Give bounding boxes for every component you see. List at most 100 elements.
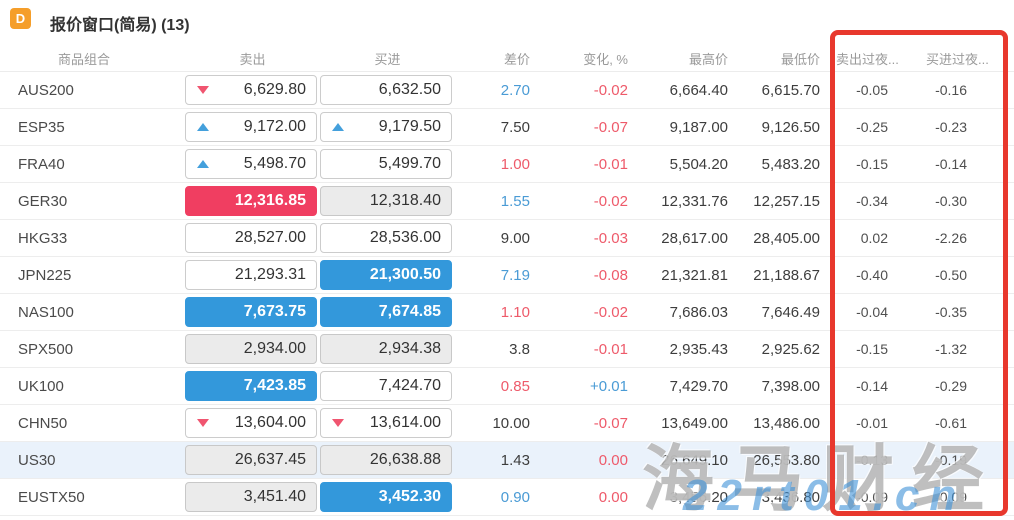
change-percent-value: -0.02: [593, 192, 628, 210]
spread-value: 9.00: [500, 229, 530, 247]
spread-value: 1.10: [500, 303, 530, 321]
buy-overnight-value: -1.32: [935, 341, 967, 357]
buy-price-button[interactable]: 5,499.70: [320, 149, 452, 179]
low-price-value: 3,436.80: [761, 488, 820, 506]
low-price-value: 28,405.00: [753, 229, 820, 247]
sell-price-button[interactable]: 9,172.00: [185, 112, 317, 142]
table-row[interactable]: EUSTX50 3,451.40 3,452.30 0.90 0.00 3,45…: [0, 479, 1014, 516]
symbol-label: SPX500: [18, 340, 74, 358]
table-row[interactable]: ESP35 9,172.00 9,179.50 7.50 -0.07 9,187…: [0, 109, 1014, 146]
low-price-value: 12,257.15: [753, 192, 820, 210]
symbol-label: UK100: [18, 377, 64, 395]
price-down-icon: [197, 86, 209, 94]
column-header-sell[interactable]: 卖出: [239, 51, 266, 67]
buy-price-button[interactable]: 3,452.30: [320, 482, 452, 512]
low-price-value: 21,188.67: [753, 266, 820, 284]
table-row[interactable]: NAS100 7,673.75 7,674.85 1.10 -0.02 7,68…: [0, 294, 1014, 331]
spread-value: 7.19: [500, 266, 530, 284]
column-header-sell-overnight[interactable]: 卖出过夜...: [836, 51, 899, 67]
column-header-buy[interactable]: 买进: [374, 51, 401, 67]
buy-price-button[interactable]: 13,614.00: [320, 408, 452, 438]
sell-overnight-value: -0.34: [856, 193, 888, 209]
table-row[interactable]: FRA40 5,498.70 5,499.70 1.00 -0.01 5,504…: [0, 146, 1014, 183]
buy-price-button[interactable]: 26,638.88: [320, 445, 452, 475]
change-percent-value: +0.01: [590, 377, 628, 395]
buy-overnight-value: -0.16: [935, 82, 967, 98]
window-title: 报价窗口(简易) (13): [50, 17, 190, 34]
table-row[interactable]: CHN50 13,604.00 13,614.00 10.00 -0.07 13…: [0, 405, 1014, 442]
symbol-label: FRA40: [18, 155, 65, 173]
sell-price-button[interactable]: 2,934.00: [185, 334, 317, 364]
column-header-spread[interactable]: 差价: [503, 51, 530, 67]
spread-value: 0.85: [500, 377, 530, 395]
buy-price-button[interactable]: 21,300.50: [320, 260, 452, 290]
symbol-label: NAS100: [18, 303, 74, 321]
change-percent-value: -0.01: [593, 340, 628, 358]
app-d-icon: D: [10, 8, 31, 29]
table-row[interactable]: JPN225 21,293.31 21,300.50 7.19 -0.08 21…: [0, 257, 1014, 294]
sell-price-button[interactable]: 13,604.00: [185, 408, 317, 438]
sell-price-button[interactable]: 5,498.70: [185, 149, 317, 179]
sell-price-button[interactable]: 6,629.80: [185, 75, 317, 105]
sell-price-button[interactable]: 26,637.45: [185, 445, 317, 475]
spread-value: 10.00: [492, 414, 530, 432]
sell-price-button[interactable]: 12,316.85: [185, 186, 317, 216]
table-row[interactable]: AUS200 6,629.80 6,632.50 2.70 -0.02 6,66…: [0, 72, 1014, 109]
buy-price-button[interactable]: 12,318.40: [320, 186, 452, 216]
symbol-label: US30: [18, 451, 56, 469]
buy-overnight-value: -0.30: [935, 193, 967, 209]
buy-price-button[interactable]: 6,632.50: [320, 75, 452, 105]
sell-overnight-value: -0.15: [856, 156, 888, 172]
high-price-value: 21,321.81: [661, 266, 728, 284]
sell-price-button[interactable]: 21,293.31: [185, 260, 317, 290]
buy-overnight-value: -0.61: [935, 415, 967, 431]
symbol-label: CHN50: [18, 414, 68, 432]
change-percent-value: -0.01: [593, 155, 628, 173]
change-percent-value: -0.07: [593, 414, 628, 432]
table-row[interactable]: UK100 7,423.85 7,424.70 0.85 +0.01 7,429…: [0, 368, 1014, 405]
low-price-value: 5,483.20: [761, 155, 820, 173]
sell-overnight-value: -0.40: [856, 267, 888, 283]
column-header-low[interactable]: 最低价: [780, 51, 820, 67]
sell-overnight-value: -0.25: [856, 119, 888, 135]
high-price-value: 26,649.10: [661, 451, 728, 469]
sell-price-button[interactable]: 7,673.75: [185, 297, 317, 327]
price-up-icon: [197, 160, 209, 168]
symbol-label: GER30: [18, 192, 68, 210]
buy-overnight-value: -0.35: [935, 304, 967, 320]
buy-price-button[interactable]: 28,536.00: [320, 223, 452, 253]
quote-table-body: AUS200 6,629.80 6,632.50 2.70 -0.02 6,66…: [0, 72, 1014, 516]
column-header-high[interactable]: 最高价: [688, 51, 728, 67]
buy-price-button[interactable]: 9,179.50: [320, 112, 452, 142]
spread-value: 7.50: [500, 118, 530, 136]
column-header-symbol[interactable]: 商品组合: [58, 51, 111, 67]
buy-price-button[interactable]: 7,424.70: [320, 371, 452, 401]
table-row[interactable]: GER30 12,316.85 12,318.40 1.55 -0.02 12,…: [0, 183, 1014, 220]
column-header-buy-overnight[interactable]: 买进过夜...: [926, 51, 989, 67]
buy-overnight-value: -0.14: [935, 156, 967, 172]
sell-price-button[interactable]: 7,423.85: [185, 371, 317, 401]
sell-overnight-value: -0.01: [856, 415, 888, 431]
column-header-change[interactable]: 变化, %: [583, 51, 628, 67]
sell-overnight-value: -0.09: [856, 489, 888, 505]
buy-price-button[interactable]: 7,674.85: [320, 297, 452, 327]
low-price-value: 9,126.50: [761, 118, 820, 136]
change-percent-value: 0.00: [598, 488, 628, 506]
price-up-icon: [332, 123, 344, 131]
high-price-value: 7,429.70: [669, 377, 728, 395]
buy-price-button[interactable]: 2,934.38: [320, 334, 452, 364]
high-price-value: 7,686.03: [669, 303, 728, 321]
buy-overnight-value: -0.29: [935, 378, 967, 394]
table-row[interactable]: HKG33 28,527.00 28,536.00 9.00 -0.03 28,…: [0, 220, 1014, 257]
sell-overnight-value: -0.15: [856, 341, 888, 357]
table-row[interactable]: US30 26,637.45 26,638.88 1.43 0.00 26,64…: [0, 442, 1014, 479]
high-price-value: 12,331.76: [661, 192, 728, 210]
high-price-value: 6,664.40: [669, 81, 728, 99]
sell-overnight-value: -0.05: [856, 82, 888, 98]
sell-price-button[interactable]: 3,451.40: [185, 482, 317, 512]
sell-overnight-value: -0.13: [856, 452, 888, 468]
sell-overnight-value: -0.14: [856, 378, 888, 394]
table-row[interactable]: SPX500 2,934.00 2,934.38 3.8 -0.01 2,935…: [0, 331, 1014, 368]
low-price-value: 7,646.49: [761, 303, 820, 321]
sell-price-button[interactable]: 28,527.00: [185, 223, 317, 253]
